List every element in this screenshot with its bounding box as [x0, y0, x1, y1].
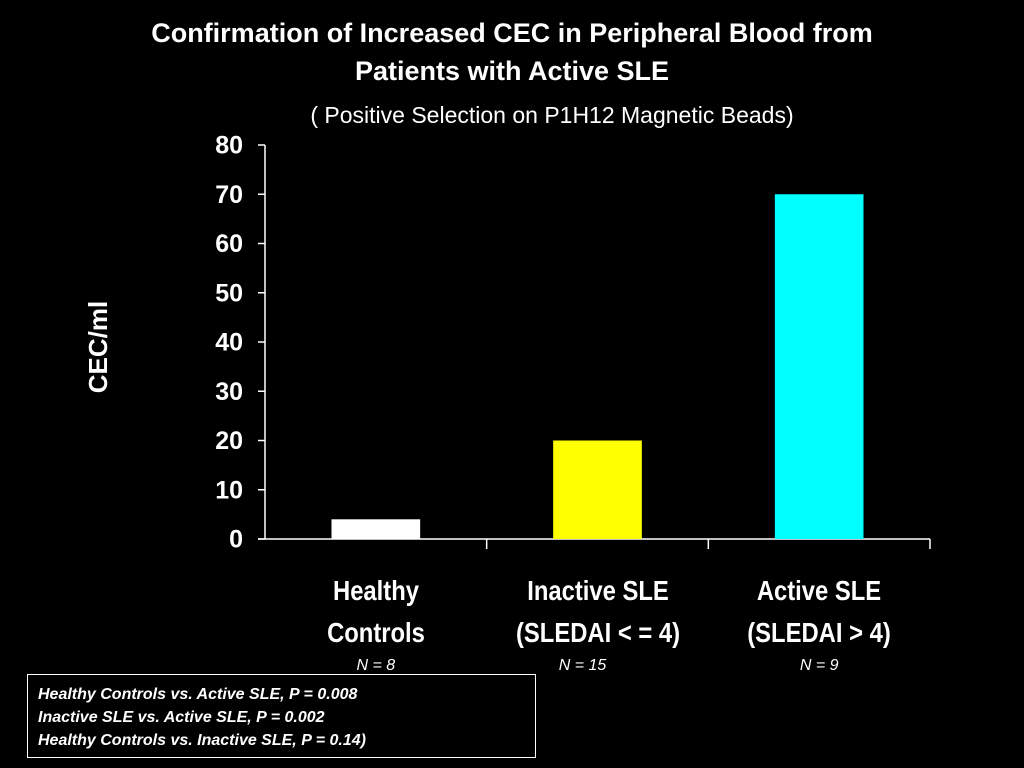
chart-title: Confirmation of Increased CEC in Periphe…: [151, 18, 873, 86]
bar: [553, 440, 642, 539]
bar: [774, 194, 864, 539]
n-label: N = 8: [356, 657, 396, 674]
n-label: N = 9: [799, 657, 839, 674]
y-axis-label: CEC/ml: [83, 301, 113, 393]
y-tick-label: 70: [215, 181, 243, 209]
bar: [331, 519, 421, 539]
y-tick-label: 30: [215, 378, 243, 406]
x-tick-label: Active SLE (SLEDAI > 4): [747, 575, 891, 648]
stats-note: Healthy Controls vs. Inactive SLE, P = 0…: [38, 732, 366, 749]
y-tick-label: 20: [215, 427, 243, 455]
y-tick-label: 60: [215, 230, 243, 258]
stats-note: Inactive SLE vs. Active SLE, P = 0.002: [38, 709, 325, 726]
y-tick-label: 50: [215, 279, 243, 307]
n-label: N = 15: [558, 657, 607, 674]
x-tick-label: Healthy Controls: [326, 575, 425, 648]
x-tick-label: Inactive SLE (SLEDAI < = 4): [515, 575, 680, 648]
stats-box: Healthy Controls vs. Active SLE, P = 0.0…: [27, 674, 536, 758]
stats-note: Healthy Controls vs. Active SLE, P = 0.0…: [38, 686, 358, 703]
y-tick-label: 80: [215, 132, 243, 160]
y-tick-label: 10: [215, 476, 243, 504]
y-tick-label: 0: [229, 526, 243, 554]
chart-subtitle: ( Positive Selection on P1H12 Magnetic B…: [310, 102, 794, 128]
y-tick-label: 40: [215, 329, 243, 357]
